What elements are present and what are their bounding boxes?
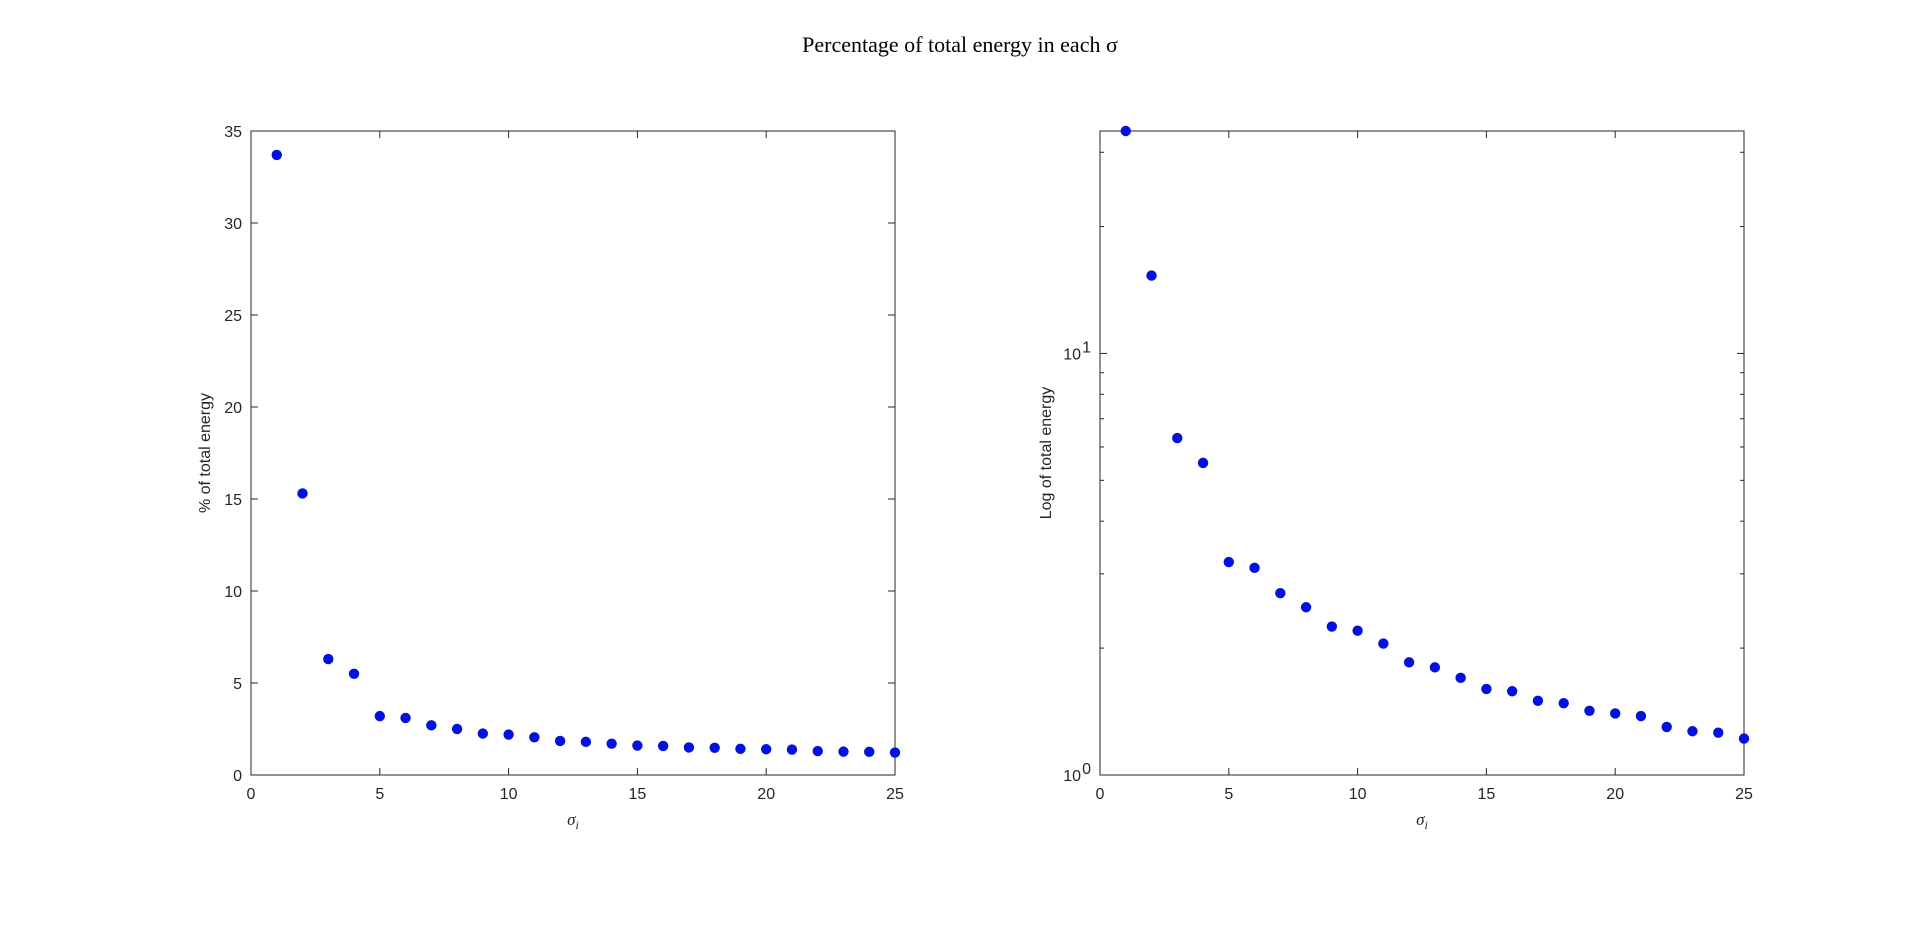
data-point	[451, 723, 463, 735]
data-point	[761, 744, 772, 755]
y-axis-label: Log of total energy	[1038, 387, 1055, 520]
y-tick-label: 25	[224, 308, 242, 325]
x-tick-label: 10	[1349, 786, 1367, 803]
y-tick-label: 5	[233, 676, 242, 693]
axes-box	[1099, 130, 1745, 776]
data-point	[1326, 621, 1338, 632]
data-point	[1429, 662, 1441, 673]
x-tick-label: 5	[1224, 786, 1233, 803]
data-point	[503, 729, 514, 740]
y-tick-label: 10	[1063, 768, 1081, 785]
data-point	[529, 732, 540, 743]
data-point	[1584, 705, 1595, 717]
data-point	[786, 744, 798, 755]
data-point	[1713, 727, 1724, 738]
data-point	[1146, 270, 1157, 281]
x-axis-label-subscript: i	[576, 818, 579, 832]
x-axis-label: σi	[567, 810, 579, 832]
data-point	[1687, 726, 1698, 737]
data-point	[477, 728, 489, 739]
x-axis-label-symbol: σ	[567, 810, 576, 829]
data-point	[554, 735, 566, 747]
data-point	[374, 710, 385, 722]
data-point	[606, 738, 617, 749]
linear-energy-plot: 0 5 10 15 20 25 0 5 10 15 20 25 30 35 % of total energ…	[197, 124, 904, 832]
data-point	[1610, 708, 1621, 719]
y-tick-exponent: 0	[1082, 761, 1091, 778]
y-axis-label: % of total energy	[197, 393, 214, 513]
data-point	[683, 742, 695, 753]
x-tick-label: 0	[1096, 786, 1105, 803]
data-point	[1481, 683, 1492, 695]
data-point	[1223, 556, 1235, 568]
data-point	[889, 747, 901, 758]
data-point	[1275, 587, 1286, 599]
data-point	[1635, 710, 1647, 722]
data-point	[297, 488, 308, 499]
data-point	[864, 746, 875, 758]
data-point	[1403, 657, 1415, 668]
data-point	[838, 746, 849, 757]
x-axis-label-symbol: σ	[1416, 810, 1425, 829]
x-tick-label: 20	[757, 786, 775, 803]
data-point	[580, 736, 592, 748]
data-point	[1532, 695, 1544, 706]
data-point	[709, 742, 720, 753]
x-axis-label-subscript: i	[1425, 818, 1428, 832]
x-tick-label: 10	[500, 786, 518, 803]
data-point	[735, 743, 746, 755]
y-tick-label: 10	[1063, 346, 1081, 363]
data-point	[323, 653, 334, 665]
data-point	[348, 668, 360, 679]
x-axis-label: σi	[1416, 810, 1428, 832]
x-tick-label: 5	[375, 786, 384, 803]
y-tick-label: 35	[224, 124, 242, 141]
data-point	[1455, 672, 1466, 684]
data-point	[632, 740, 643, 751]
data-point	[1172, 432, 1183, 444]
x-tick-label: 15	[629, 786, 647, 803]
data-point	[1661, 721, 1672, 733]
x-tick-label: 25	[886, 786, 904, 803]
data-point	[1352, 625, 1363, 636]
data-point	[1300, 602, 1312, 613]
data-point	[1249, 562, 1260, 574]
data-point	[426, 720, 437, 731]
figure-title: Percentage of total energy in each σ	[802, 32, 1118, 57]
y-tick-label: 15	[224, 492, 242, 509]
data-point	[1506, 686, 1518, 697]
y-tick-exponent: 1	[1082, 339, 1091, 356]
y-tick-label: 20	[224, 400, 242, 417]
y-tick-label: 30	[224, 216, 242, 233]
data-point	[1378, 638, 1389, 649]
x-tick-label: 25	[1735, 786, 1753, 803]
data-point	[812, 745, 823, 757]
axes-box	[250, 130, 896, 776]
data-point	[1558, 698, 1569, 709]
data-point	[1738, 733, 1750, 744]
y-tick-label: 10	[224, 584, 242, 601]
x-tick-label: 0	[247, 786, 256, 803]
y-tick-label: 0	[233, 768, 242, 785]
data-point	[1120, 125, 1131, 137]
data-point	[271, 149, 282, 161]
data-point	[400, 712, 411, 724]
data-point	[1197, 457, 1209, 469]
data-point	[657, 740, 669, 752]
x-tick-label: 20	[1606, 786, 1624, 803]
x-tick-label: 15	[1478, 786, 1496, 803]
